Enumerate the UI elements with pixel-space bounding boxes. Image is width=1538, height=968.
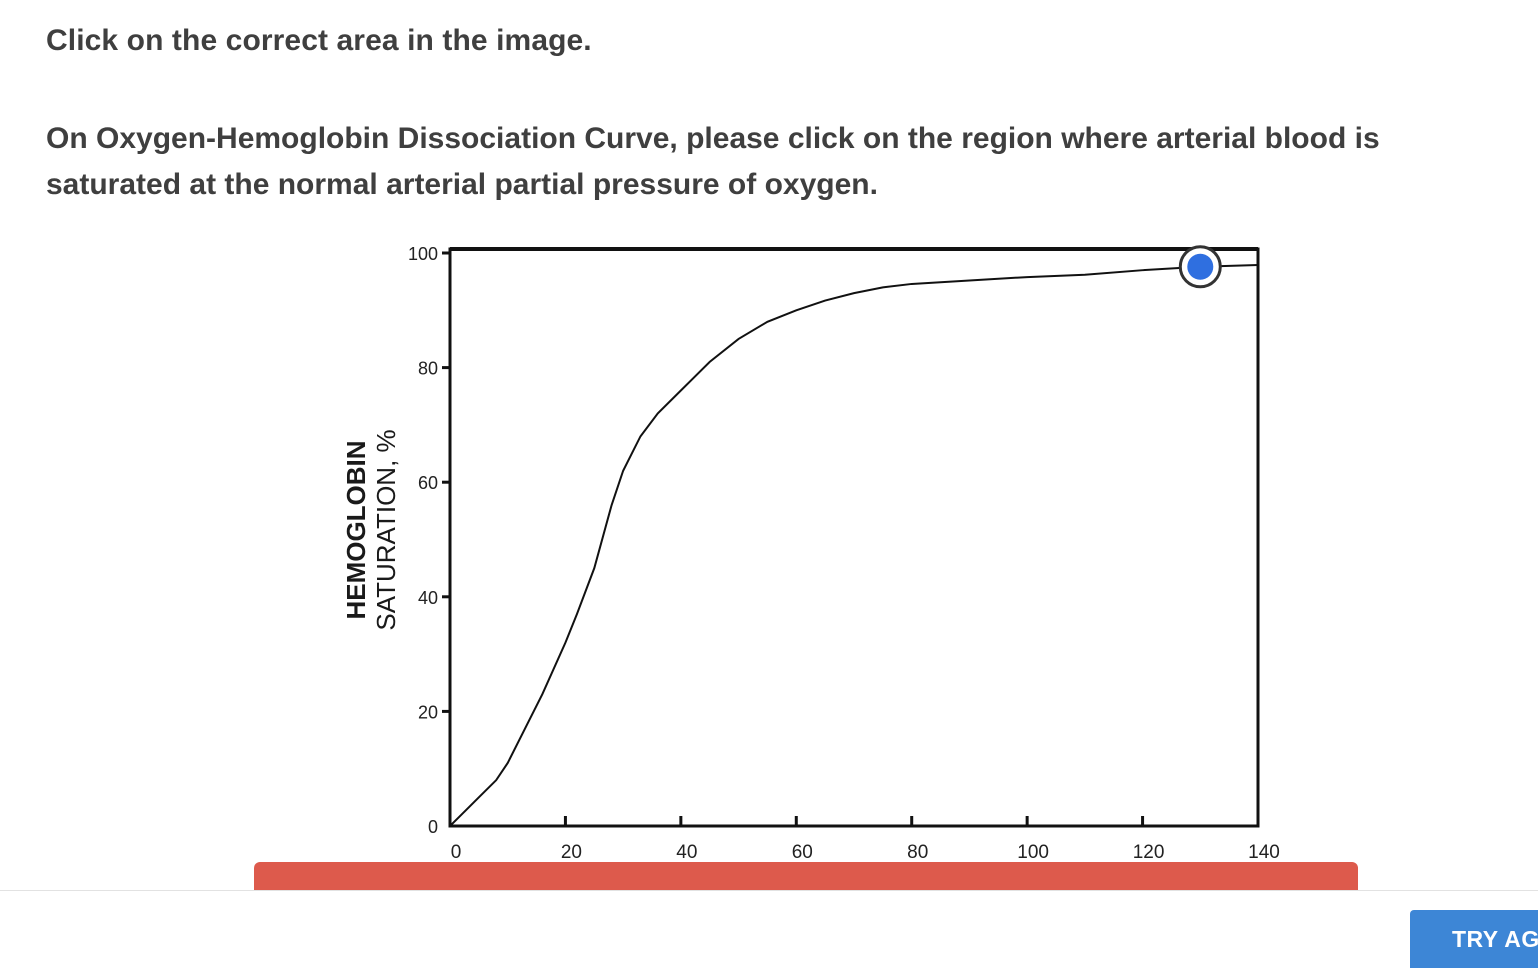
saturation-curve — [449, 264, 1259, 827]
x-tick-label: 140 — [1248, 842, 1280, 863]
y-tick-label: 40 — [418, 588, 438, 608]
selected-marker-dot[interactable] — [1187, 253, 1214, 280]
footer-bar — [0, 891, 1538, 968]
x-tick-label: 40 — [676, 842, 697, 863]
y-tick-label: 20 — [418, 702, 438, 722]
x-tick-label: 20 — [561, 842, 582, 863]
x-tick-label: 60 — [792, 842, 813, 863]
instruction-text: Click on the correct area in the image. — [46, 24, 592, 57]
plot-frame — [448, 247, 1260, 828]
x-tick-label: 100 — [1017, 842, 1049, 863]
footer-divider — [0, 890, 1538, 891]
y-axis-label-line2: SATURATION, % — [371, 429, 401, 630]
x-tick-label: 80 — [907, 842, 928, 863]
x-tick-label: 0 — [451, 842, 462, 863]
feedback-banner — [254, 862, 1358, 890]
y-tick-label: 60 — [418, 473, 438, 493]
y-axis-label-line1: HEMOGLOBIN — [341, 440, 371, 619]
y-tick-label: 0 — [428, 817, 438, 837]
question-text: On Oxygen-Hemoglobin Dissociation Curve,… — [46, 122, 1380, 201]
y-tick-label: 100 — [408, 244, 438, 264]
y-tick-label: 80 — [418, 359, 438, 379]
try-again-button[interactable]: TRY AG — [1410, 910, 1538, 968]
x-tick-label: 120 — [1133, 842, 1165, 863]
